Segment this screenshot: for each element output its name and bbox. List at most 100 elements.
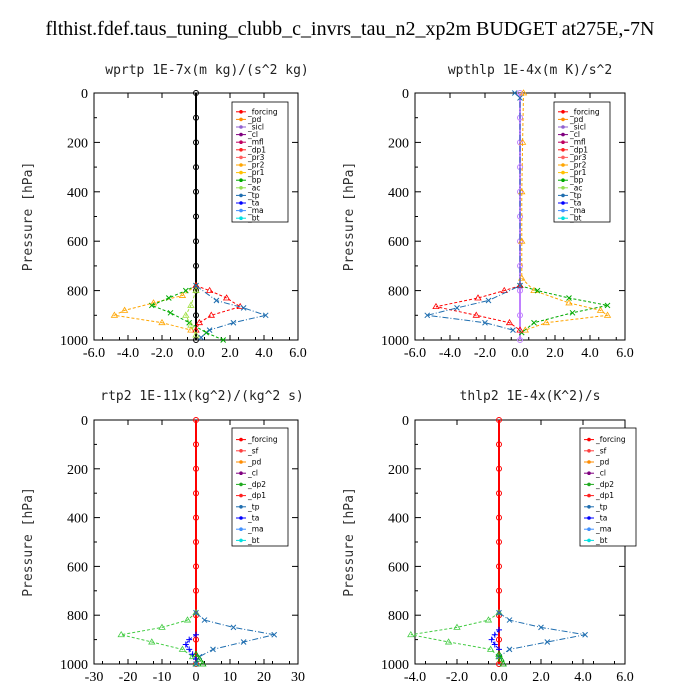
x-tick-label: 2.0 [532,670,550,685]
legend: _forcing_pd_sicl_cl_mfl_dp1_pr3_pr2_pr1_… [553,101,611,223]
x-tick-label: 10 [223,670,237,685]
data-point [496,609,502,616]
legend-label: _pr1 [569,168,587,177]
data-point [565,299,573,306]
data-point [205,286,214,293]
data-point [193,490,199,497]
data-point [187,326,195,333]
data-point [167,309,174,316]
x-tick-label: 4.0 [255,346,273,361]
legend-label: _ma [569,206,586,215]
data-point [193,213,199,220]
legend-label: _dp1 [247,491,266,500]
legend-label: _pr3 [247,153,265,162]
data-point [497,655,505,662]
data-point [495,608,503,616]
legend-marker [561,193,565,198]
data-point [158,318,166,326]
data-point [203,329,210,336]
legend-marker [561,117,565,122]
legend: _forcing_pd_sicl_cl_mfl_dp1_pr3_pr2_pr1_… [231,101,289,223]
legend-marker [239,163,243,167]
data-point [496,563,502,570]
data-point [193,465,199,472]
data-point [186,646,193,653]
data-point [193,441,199,448]
legend-label: _bt [595,536,608,545]
data-point [110,311,119,318]
legend-label: _ac [247,183,260,192]
data-point [496,626,502,633]
panel-title: rtp2 1E-11x(kg^2)/(kg^2 s) [100,389,304,404]
data-point [506,646,513,653]
y-tick-label: 1000 [381,334,409,349]
legend-marker [239,460,243,464]
x-tick-label: -2.0 [446,670,468,685]
data-point [407,630,415,638]
y-axis-label: Pressure [hPa] [21,162,36,272]
series-ta [182,631,199,663]
legend-marker [587,493,591,498]
legend-marker [561,155,565,160]
y-tick-label: 600 [388,235,409,250]
x-tick-label: 0 [193,670,200,685]
y-tick-label: 1000 [381,658,409,673]
legend-marker [561,132,565,137]
series-line [435,285,521,331]
x-tick-label: -2.0 [474,346,496,361]
data-point [201,617,208,623]
legend-marker [239,148,243,152]
data-point [510,327,516,333]
data-point [158,623,166,630]
y-tick-label: 0 [402,414,409,429]
data-point [193,514,199,521]
x-tick-label: 6.0 [289,346,307,361]
legend-marker [561,208,565,213]
data-point [499,660,507,667]
x-tick-label: -4.0 [439,346,461,361]
legend-label: _dp1 [595,491,614,500]
legend-label: _pd [247,115,262,124]
y-tick-label: 1000 [60,658,88,673]
legend-marker [561,216,565,220]
series-line [185,634,197,660]
y-tick-label: 400 [388,186,409,201]
data-point [516,326,524,333]
data-point [193,661,199,667]
legend-marker [587,505,591,509]
data-point [517,287,523,294]
data-point [193,417,199,423]
data-point [220,337,227,343]
panel-title: wpthlp 1E-4x(m K)/s^2 [448,63,612,78]
data-point [193,563,199,570]
legend-label: _cl [595,469,606,478]
legend-label: _pr2 [247,161,265,170]
y-tick-label: 800 [67,285,88,300]
legend-marker [239,170,243,175]
legend-marker [239,155,243,160]
legend-label: _bt [569,214,582,223]
legend: _forcing _sf _pd _cl _dp2 _dp1 _tp _ta _ma _bt [579,427,637,547]
data-point [511,90,518,96]
legend-marker [239,482,243,487]
data-point [207,311,216,318]
data-point [192,286,200,293]
legend-label: _pd [569,115,584,124]
data-point [569,309,576,316]
data-point [517,282,523,289]
legend-marker [239,527,243,531]
y-axis-label: Pressure [hPa] [342,487,357,597]
legend-marker [239,449,243,453]
legend-marker [561,163,565,167]
data-point [182,287,189,294]
data-point [193,282,199,289]
y-tick-label: 200 [388,136,409,151]
data-point [491,631,498,638]
series-line [195,285,268,338]
data-point [199,660,207,667]
legend-label: _ma [247,525,264,534]
legend-marker [239,471,243,476]
legend-marker [561,170,565,175]
series-tp [193,282,269,341]
data-point [496,539,502,545]
